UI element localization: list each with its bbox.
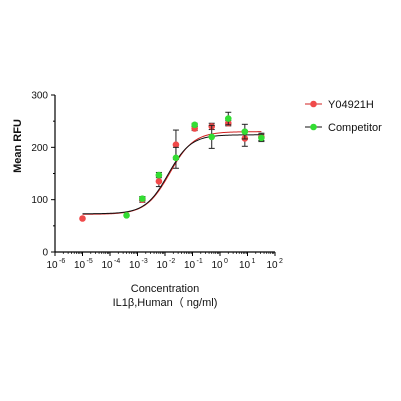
x-tick-label: 10 xyxy=(266,260,278,271)
data-points xyxy=(79,111,265,222)
x-tick-exponent: -5 xyxy=(87,258,93,265)
fit-curve-competitor xyxy=(82,134,262,215)
x-tick-exponent: -4 xyxy=(114,258,120,265)
data-point-competitor xyxy=(191,121,198,129)
data-point-competitor xyxy=(208,133,216,141)
x-axis-label-line2: IL1β,Human（ ng/ml) xyxy=(113,296,218,309)
data-point-competitor xyxy=(241,128,249,135)
x-axis-label-line1: Concentration xyxy=(131,283,200,295)
x-tick-exponent: -1 xyxy=(197,258,203,265)
y-axis-label: Mean RFU xyxy=(12,119,24,173)
x-tick-exponent: -6 xyxy=(59,258,65,265)
x-tick-label: 10 xyxy=(184,260,196,271)
x-tick-label: 10 xyxy=(156,260,168,271)
fit-curves xyxy=(82,131,262,215)
x-tick-exponent: 0 xyxy=(224,258,228,265)
x-tick-exponent: -2 xyxy=(169,258,175,265)
y-tick-label: 200 xyxy=(31,143,48,154)
x-tick-exponent: 2 xyxy=(279,258,283,265)
legend-label: Competitor xyxy=(328,122,382,134)
data-point-competitor xyxy=(224,115,232,122)
x-tick-label: 10 xyxy=(239,260,251,271)
legend-label: Y04921H xyxy=(328,99,374,111)
fit-curve-y04921h xyxy=(82,131,262,215)
legend: Y04921H Competitor xyxy=(305,99,382,134)
data-point-competitor xyxy=(172,154,180,162)
x-tick-label: 10 xyxy=(129,260,141,271)
x-tick-label: 10 xyxy=(46,260,58,271)
x-tick-label: 10 xyxy=(101,260,113,271)
legend-marker xyxy=(310,100,317,108)
data-point-competitor xyxy=(139,195,146,202)
y-tick-label: 100 xyxy=(31,195,48,206)
data-point-y04921h xyxy=(172,141,180,149)
data-point-y04921h xyxy=(79,215,86,222)
x-tick-label: 10 xyxy=(74,260,86,271)
y-tick-label: 0 xyxy=(42,248,48,259)
y-tick-label: 300 xyxy=(31,91,48,102)
data-point-competitor xyxy=(258,134,265,142)
data-point-competitor xyxy=(123,212,130,219)
x-tick-exponent: -3 xyxy=(142,258,148,265)
x-tick-exponent: 1 xyxy=(252,258,256,265)
data-point-y04921h xyxy=(155,178,163,185)
data-point-competitor xyxy=(155,171,163,179)
x-tick-label: 10 xyxy=(211,260,223,271)
legend-marker xyxy=(310,123,317,131)
